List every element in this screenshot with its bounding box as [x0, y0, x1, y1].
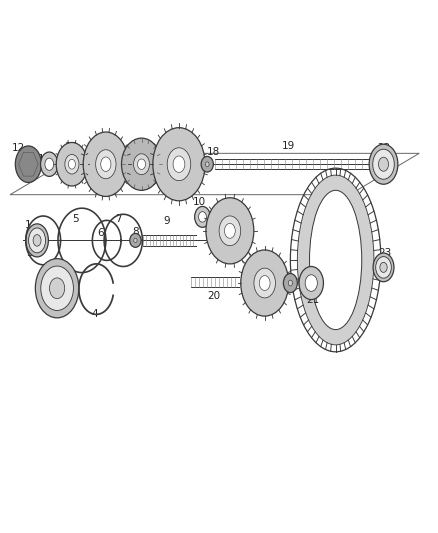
- Ellipse shape: [254, 268, 276, 298]
- Text: 10: 10: [193, 197, 206, 207]
- Ellipse shape: [310, 190, 362, 329]
- Text: 11: 11: [219, 200, 232, 211]
- Ellipse shape: [225, 223, 235, 238]
- Ellipse shape: [138, 159, 145, 169]
- Ellipse shape: [378, 157, 389, 171]
- Text: 12: 12: [12, 143, 25, 153]
- Ellipse shape: [380, 262, 387, 272]
- Ellipse shape: [56, 142, 88, 186]
- Ellipse shape: [121, 138, 162, 190]
- Ellipse shape: [201, 156, 213, 172]
- Ellipse shape: [49, 278, 65, 298]
- Ellipse shape: [45, 158, 53, 171]
- Text: 13: 13: [37, 154, 51, 164]
- Ellipse shape: [95, 150, 116, 179]
- Text: 22: 22: [377, 143, 390, 153]
- Ellipse shape: [68, 159, 75, 169]
- Ellipse shape: [206, 198, 254, 264]
- Text: 6: 6: [97, 228, 104, 238]
- Text: 4: 4: [92, 309, 98, 319]
- Text: 1: 1: [25, 220, 32, 230]
- Ellipse shape: [259, 276, 270, 290]
- Ellipse shape: [299, 266, 323, 300]
- Ellipse shape: [153, 128, 205, 201]
- Ellipse shape: [33, 235, 41, 246]
- Text: 9: 9: [163, 216, 170, 226]
- Text: 23: 23: [378, 248, 392, 259]
- Ellipse shape: [219, 216, 240, 246]
- Ellipse shape: [205, 162, 209, 167]
- Text: 20: 20: [207, 291, 220, 301]
- Ellipse shape: [15, 146, 42, 182]
- Ellipse shape: [288, 280, 293, 286]
- Ellipse shape: [241, 250, 289, 316]
- Ellipse shape: [26, 224, 48, 257]
- Ellipse shape: [305, 275, 318, 292]
- Ellipse shape: [283, 273, 297, 293]
- Ellipse shape: [65, 155, 79, 174]
- Ellipse shape: [167, 148, 191, 181]
- Ellipse shape: [134, 238, 137, 243]
- Ellipse shape: [101, 157, 111, 172]
- Ellipse shape: [83, 132, 128, 197]
- Ellipse shape: [41, 152, 58, 176]
- Text: 18: 18: [207, 148, 220, 157]
- Ellipse shape: [130, 233, 141, 247]
- Ellipse shape: [373, 253, 394, 282]
- Ellipse shape: [41, 266, 74, 310]
- Text: 14: 14: [65, 142, 78, 152]
- Text: 15: 15: [96, 139, 109, 149]
- Ellipse shape: [373, 149, 394, 179]
- Ellipse shape: [134, 154, 149, 175]
- Text: 2: 2: [55, 309, 61, 319]
- Text: 7: 7: [115, 214, 121, 224]
- Ellipse shape: [369, 144, 398, 184]
- Text: 8: 8: [132, 227, 139, 237]
- Ellipse shape: [35, 259, 79, 318]
- Ellipse shape: [173, 156, 185, 173]
- Text: 21: 21: [306, 295, 319, 305]
- Text: 16: 16: [130, 148, 143, 157]
- Ellipse shape: [28, 228, 46, 253]
- Text: 17: 17: [168, 135, 181, 146]
- Text: 5: 5: [72, 214, 79, 224]
- Ellipse shape: [376, 256, 391, 278]
- Text: 19: 19: [282, 141, 295, 150]
- Ellipse shape: [198, 212, 206, 222]
- Ellipse shape: [297, 175, 374, 345]
- Ellipse shape: [194, 206, 210, 228]
- Text: 3: 3: [26, 248, 33, 259]
